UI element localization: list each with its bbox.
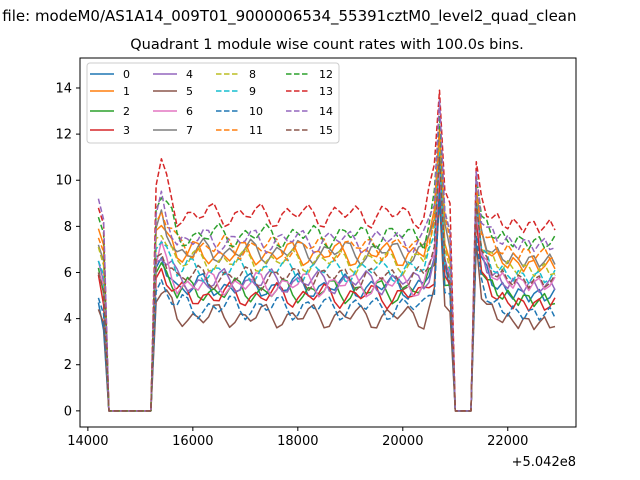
legend-label-5: 5: [186, 85, 193, 98]
x-tick-label: 18000: [277, 434, 318, 449]
series-line-9: [97, 151, 556, 412]
legend-label-11: 11: [249, 124, 263, 137]
y-tick-label: 0: [64, 404, 72, 419]
series-line-15: [97, 156, 556, 412]
chart-suptitle: n file: modeM0/AS1A14_009T01_9000006534_…: [0, 7, 577, 26]
x-tick-label: 22000: [487, 434, 528, 449]
legend-label-3: 3: [123, 124, 130, 137]
x-tick-label: 16000: [172, 434, 213, 449]
legend-label-2: 2: [123, 105, 130, 118]
series-line-8: [97, 147, 556, 412]
legend-label-1: 1: [123, 85, 130, 98]
legend-label-13: 13: [319, 85, 333, 98]
y-tick-label: 2: [64, 358, 72, 373]
legend-label-7: 7: [186, 124, 193, 137]
x-offset-label: +5.042e8: [512, 455, 576, 470]
legend-label-6: 6: [186, 105, 193, 118]
series-line-10: [97, 191, 556, 412]
series-line-6: [97, 163, 556, 412]
x-tick-label: 14000: [67, 434, 108, 449]
series-line-13: [97, 89, 556, 412]
legend-label-0: 0: [123, 68, 130, 81]
legend-label-4: 4: [186, 68, 193, 81]
legend-label-15: 15: [319, 124, 333, 137]
legend-label-12: 12: [319, 68, 333, 81]
legend-label-10: 10: [249, 105, 263, 118]
legend-label-9: 9: [249, 85, 256, 98]
x-tick-label: 20000: [382, 434, 423, 449]
legend-box: [86, 62, 340, 144]
y-tick-label: 6: [64, 266, 72, 281]
y-tick-label: 4: [64, 312, 72, 327]
plot-frame: [79, 57, 577, 428]
plot-lines: [97, 89, 556, 412]
y-tick-label: 10: [55, 174, 72, 189]
y-tick-label: 8: [64, 220, 72, 235]
chart-title: Quadrant 1 module wise count rates with …: [130, 37, 524, 53]
series-line-14: [97, 98, 556, 412]
series-line-5: [97, 197, 556, 412]
y-tick-label: 14: [55, 81, 72, 96]
series-line-12: [97, 114, 556, 412]
legend-label-8: 8: [249, 68, 256, 81]
y-tick-label: 12: [55, 128, 72, 143]
legend-label-14: 14: [319, 105, 333, 118]
